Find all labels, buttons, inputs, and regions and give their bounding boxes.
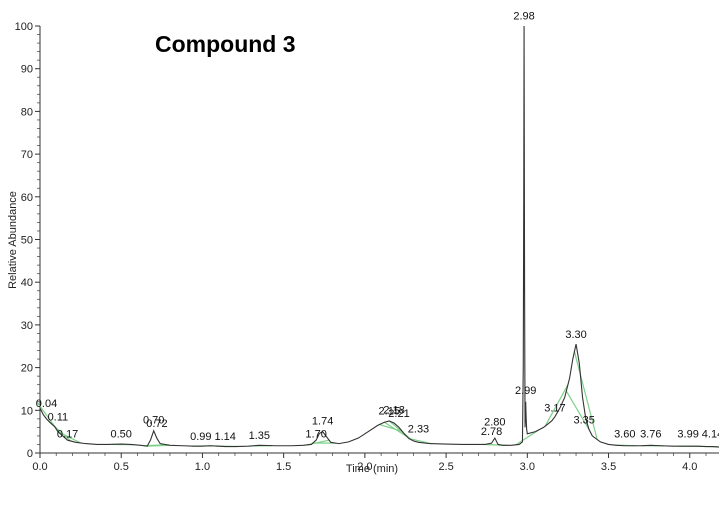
baseline-marker (544, 384, 569, 427)
y-tick-label: 40 (21, 277, 33, 289)
x-tick-label: 2.5 (438, 461, 453, 473)
peak-label: 0.11 (48, 411, 69, 423)
baseline-marker (379, 423, 403, 432)
y-tick-label: 30 (21, 320, 33, 332)
x-tick-label: 1.0 (195, 461, 210, 473)
y-tick-label: 0 (27, 448, 33, 460)
peak-label: 0.99 (190, 431, 211, 443)
peak-labels: 0.040.11 0.17 0.50 0.700.72 0.99 1.14 1.35 1.70… (36, 11, 719, 443)
peak-label: 1.14 (214, 431, 235, 443)
peak-label: 1.35 (249, 430, 270, 442)
peak-label: 3.30 (565, 329, 586, 341)
peak-label: 0.17 (57, 428, 78, 440)
x-tick-label: 4.0 (682, 461, 697, 473)
y-tick-label: 20 (21, 363, 33, 375)
y-tick-label: 60 (21, 192, 33, 204)
peak-label: 2.21 (388, 408, 409, 420)
peak-label: 2.99 (515, 385, 536, 397)
chromatogram-trace (39, 25, 719, 448)
baseline-marker (573, 351, 598, 440)
y-tick-label: 70 (21, 149, 33, 161)
peak-label: 2.18 (383, 404, 404, 416)
baseline-marker (565, 390, 590, 430)
peak-label: 3.17 (544, 403, 565, 415)
peak-label: 3.76 (640, 428, 661, 440)
peak-label: 0.72 (146, 418, 167, 430)
baseline-marker (57, 431, 81, 444)
peak-label: 4.14 (702, 428, 719, 440)
x-axis-title: Time (min) (346, 463, 398, 475)
baseline-marker (147, 444, 170, 447)
peak-label: 2.98 (513, 11, 534, 23)
x-tick-label: 0.0 (32, 461, 47, 473)
x-tick-label: 1.5 (276, 461, 291, 473)
baseline-marker (515, 429, 540, 446)
y-tick-label: 90 (21, 64, 33, 76)
y-tick-label: 80 (21, 106, 33, 118)
peak-label: 3.35 (573, 415, 594, 427)
peak-label: 1.74 (312, 416, 333, 428)
baseline-marker (408, 437, 432, 445)
y-tick-label: 50 (21, 235, 33, 247)
peak-label: 2.15 (379, 406, 400, 418)
baseline-marker (384, 421, 408, 438)
peak-label: 0.04 (36, 398, 57, 410)
peak-label: 2.33 (408, 424, 429, 436)
y-axis-ticks: 0 10 20 30 40 50 60 70 80 90 100 (15, 21, 40, 460)
peak-label: 0.50 (111, 428, 132, 440)
x-tick-label: 2.0 (357, 461, 372, 473)
x-tick-label: 0.5 (114, 461, 129, 473)
peak-label: 3.99 (677, 428, 698, 440)
chart-title: Compound 3 (155, 31, 296, 57)
peak-label: 2.80 (484, 416, 505, 428)
baseline-marker (388, 420, 413, 441)
x-tick-label: 3.0 (520, 461, 535, 473)
y-axis-title: Relative Abundance (7, 191, 19, 289)
y-tick-label: 100 (15, 21, 33, 33)
peak-label: 3.60 (614, 428, 635, 440)
peak-label: 2.78 (481, 426, 502, 438)
peak-label: 1.70 (305, 428, 326, 440)
x-tick-label: 3.5 (601, 461, 616, 473)
y-tick-label: 10 (21, 405, 33, 417)
peak-label: 0.70 (143, 415, 164, 427)
